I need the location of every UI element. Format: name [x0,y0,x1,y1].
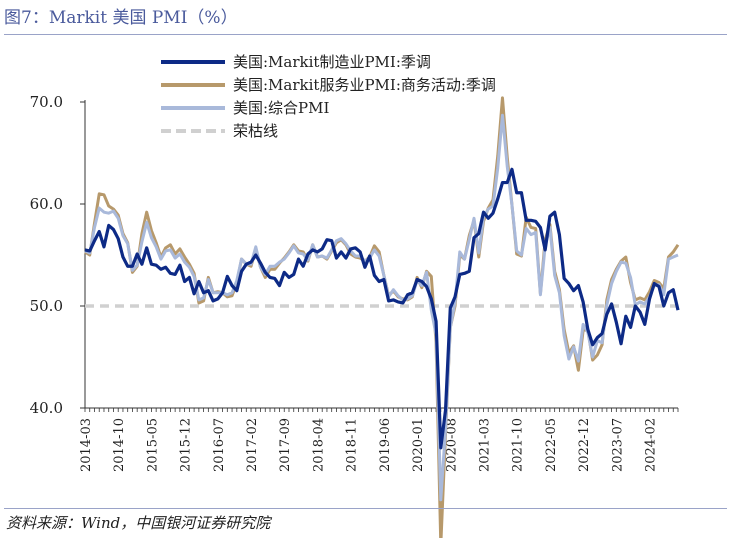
x-tick-label: 2019-06 [378,418,393,472]
x-tick-label: 2017-09 [278,418,293,472]
x-tick-label: 2016-07 [212,418,227,472]
x-tick-label: 2014-03 [79,418,94,472]
footer-rule [4,508,727,509]
x-tick-label: 2018-04 [311,418,326,472]
composite-pmi-line [84,113,679,502]
x-tick-label: 2022-12 [577,418,592,472]
y-tick-label: 40.0 [30,399,63,417]
axes: 40.0 50.0 60.0 70.0 2014-03 2014-10 2015-05 201… [30,93,679,472]
x-tick-label: 2024-02 [644,418,659,472]
x-tick-label: 2018-11 [345,418,360,472]
x-tick-label: 2015-12 [179,418,194,472]
y-tick-label: 60.0 [30,195,63,213]
legend-manufacturing-label: 美国:Markit制造业PMI:季调 [233,53,431,71]
source-note: 资料来源：Wind，中国银河证券研究院 [6,514,271,532]
x-tick-label: 2021-10 [511,418,526,472]
x-tick-label: 2021-03 [477,418,492,472]
y-tick-label: 50.0 [30,297,63,315]
manufacturing-pmi-line [84,167,680,450]
title-rule [4,34,727,35]
figure-title: 图7：Markit 美国 PMI（%） [4,8,238,28]
y-tick-label: 70.0 [30,93,63,111]
legend: 美国:Markit制造业PMI:季调美国:Markit服务业PMI:商务活动:季… [161,53,496,140]
legend-boom-bust-label: 荣枯线 [233,122,278,140]
x-tick-label: 2020-01 [411,418,426,472]
x-tick-label: 2014-10 [112,418,127,472]
x-tick-label: 2017-02 [245,418,260,472]
legend-services-label: 美国:Markit服务业PMI:商务活动:季调 [233,76,496,94]
series-layer [84,96,680,538]
legend-composite-label: 美国:综合PMI [233,99,330,117]
x-tick-label: 2022-05 [544,418,559,472]
x-tick-label: 2015-05 [145,418,160,472]
x-tick-label: 2020-08 [444,418,459,472]
x-tick-label: 2023-07 [610,418,625,472]
